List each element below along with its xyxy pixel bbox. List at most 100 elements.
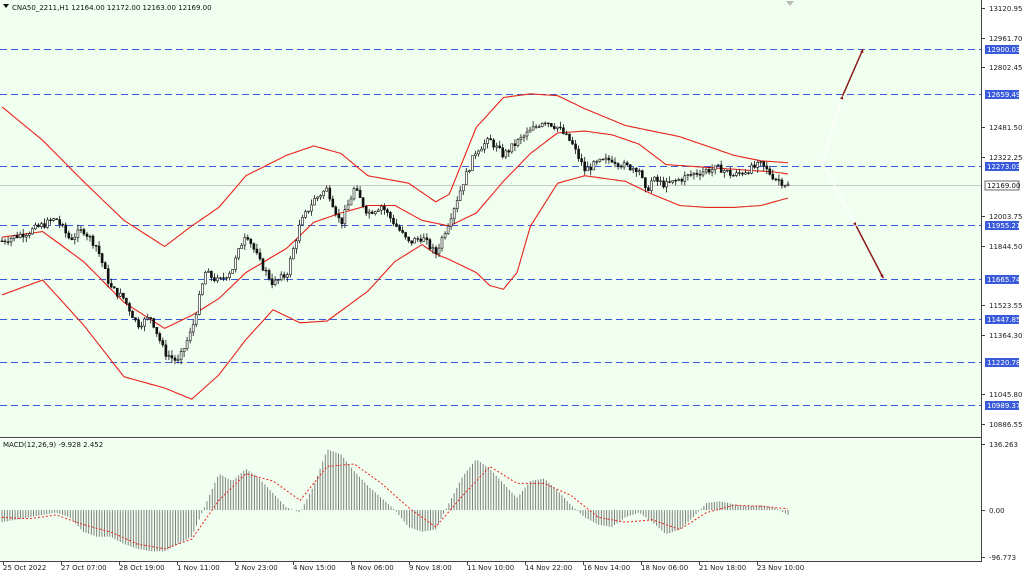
candle-body — [295, 240, 298, 249]
candle-body — [15, 235, 19, 239]
candle-body — [313, 198, 316, 206]
arrowhead-icon — [880, 274, 884, 279]
time-tick-label: 8 Nov 06:00 — [351, 564, 394, 572]
price-candles — [0, 121, 790, 365]
candle-body — [18, 233, 22, 238]
candle-body — [507, 150, 511, 153]
candle-body — [586, 166, 590, 172]
candle-body — [128, 303, 131, 312]
candle-body — [601, 158, 605, 161]
time-tick-label: 2 Nov 23:00 — [235, 564, 278, 572]
candle-body — [264, 269, 268, 272]
candle-body — [52, 218, 55, 221]
candle-body — [373, 211, 377, 215]
candle-body — [161, 340, 165, 346]
candle-body — [516, 139, 520, 146]
triangle-down-icon[interactable] — [3, 4, 9, 8]
candle-body — [6, 241, 10, 243]
candle-body — [143, 318, 146, 327]
candle-body — [756, 162, 760, 168]
arrowhead-icon — [839, 95, 844, 100]
level-label-box — [985, 221, 1019, 230]
time-tick-label: 21 Nov 18:00 — [699, 564, 746, 572]
candle-body — [501, 147, 505, 158]
candle-body — [640, 170, 644, 178]
current-price-label: 12169.00 — [987, 182, 1020, 190]
candle-body — [176, 359, 180, 361]
candle-body — [425, 237, 429, 240]
candle-body — [689, 174, 693, 176]
candle-body — [489, 138, 492, 141]
candle-body — [628, 164, 632, 171]
candle-body — [207, 270, 210, 273]
symbol-title: CNA50_2211,H1 12164.00 12172.00 12163.00… — [12, 4, 212, 12]
candle-body — [741, 172, 744, 175]
candle-body — [243, 237, 247, 246]
price-tick-label: 10886.55 — [989, 421, 1022, 429]
price-plot-area[interactable] — [0, 0, 981, 437]
candle-body — [437, 247, 441, 255]
candle-body — [261, 258, 265, 271]
candle-body — [589, 166, 593, 171]
candle-body — [395, 223, 398, 227]
candle-body — [504, 150, 508, 158]
candle-body — [549, 123, 553, 127]
candle-body — [279, 274, 283, 280]
candle-body — [73, 237, 77, 240]
candle-body — [528, 129, 532, 133]
candle-body — [452, 208, 456, 220]
time-tick-label: 27 Oct 07:00 — [61, 564, 107, 572]
candle-body — [556, 126, 559, 129]
candle-body — [307, 210, 310, 213]
candle-body — [346, 204, 350, 210]
candle-body — [364, 206, 368, 214]
chart-shift-marker-icon[interactable] — [786, 1, 794, 6]
candle-body — [152, 318, 155, 328]
candle-body — [407, 236, 411, 242]
candle-body — [480, 148, 483, 152]
candle-body — [562, 127, 565, 135]
candle-body — [288, 258, 292, 275]
candle-body — [322, 190, 326, 196]
candle-body — [510, 143, 514, 153]
level-label: 10989.37 — [987, 402, 1020, 410]
candle-body — [219, 277, 222, 279]
candle-body — [732, 175, 735, 177]
macd-axis: 136.263 0.00 -96.773 — [981, 441, 1018, 562]
time-tick-label: 25 Oct 2022 — [3, 564, 46, 572]
candle-body — [486, 138, 489, 144]
candle-body — [565, 133, 568, 135]
candle-body — [619, 165, 623, 168]
candle-body — [55, 218, 58, 220]
candle-body — [753, 164, 756, 168]
candle-body — [674, 180, 678, 182]
candle-body — [647, 187, 650, 191]
candle-body — [358, 190, 362, 199]
candle-body — [210, 270, 213, 278]
candle-body — [434, 247, 438, 255]
candle-body — [213, 277, 216, 282]
candle-body — [140, 325, 143, 328]
level-label-box — [985, 162, 1019, 171]
candle-body — [707, 169, 711, 173]
candle-body — [771, 173, 775, 180]
candle-body — [91, 235, 95, 246]
time-tick-label: 1 Nov 11:00 — [177, 564, 220, 572]
candle-body — [559, 126, 562, 129]
macd-signal-line — [1, 463, 789, 550]
candle-body — [747, 172, 750, 174]
candle-body — [610, 159, 614, 163]
candle-body — [786, 183, 790, 186]
level-label: 12273.03 — [987, 163, 1020, 171]
candle-body — [158, 333, 162, 341]
candle-body — [498, 145, 502, 148]
candle-body — [659, 180, 662, 182]
candle-body — [88, 235, 92, 238]
candle-body — [188, 331, 192, 341]
candle-body — [398, 226, 401, 231]
bollinger-upper-line — [1, 93, 789, 248]
candle-body — [728, 170, 732, 176]
candle-body — [686, 174, 690, 177]
